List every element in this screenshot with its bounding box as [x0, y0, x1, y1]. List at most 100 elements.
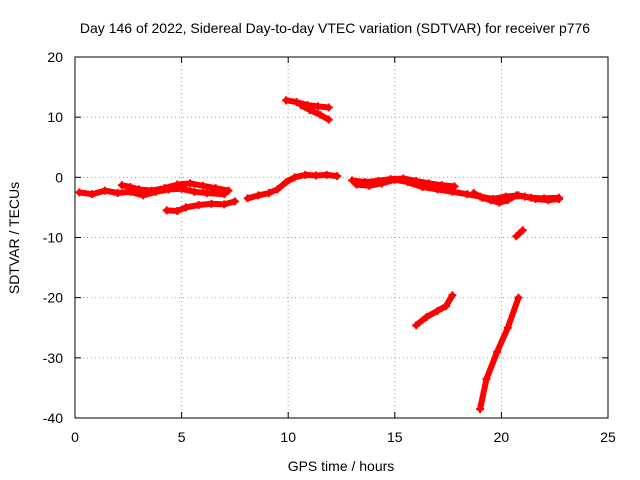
data-point	[316, 110, 325, 119]
data-point	[88, 190, 97, 199]
data-point	[448, 187, 457, 196]
data-point	[433, 185, 442, 194]
y-axis-title: SDTVAR / TECUs	[6, 182, 22, 294]
data-point	[220, 200, 229, 209]
data-point	[198, 181, 207, 190]
data-point	[181, 203, 190, 212]
data-point	[254, 191, 263, 200]
series-arc-4	[244, 171, 341, 202]
data-point	[305, 105, 314, 114]
data-point	[190, 187, 199, 196]
data-point	[352, 180, 361, 189]
data-point	[512, 232, 521, 241]
x-tick-label: 25	[600, 429, 616, 445]
data-point	[301, 170, 310, 179]
series-arc-10-points	[512, 226, 527, 241]
data-point	[450, 182, 459, 191]
series-arc-9-points	[469, 188, 563, 207]
data-point	[518, 226, 527, 235]
data-point	[378, 179, 387, 188]
data-point	[390, 175, 399, 184]
x-tick-label: 0	[71, 429, 79, 445]
data-point	[365, 181, 374, 190]
y-tick-label: 20	[47, 49, 63, 65]
x-tick-label: 15	[387, 429, 403, 445]
data-point	[134, 185, 143, 194]
data-point	[75, 188, 84, 197]
data-point	[311, 171, 320, 180]
data-point	[448, 291, 457, 300]
data-point	[211, 184, 220, 193]
x-tick-labels: 0 5 10 15 20 25	[71, 429, 616, 445]
data-point	[544, 196, 553, 205]
data-point	[403, 178, 412, 187]
data-point	[282, 96, 291, 105]
series-arc-12	[477, 294, 522, 412]
data-point	[463, 190, 472, 199]
data-point	[113, 188, 122, 197]
data-point	[224, 186, 233, 195]
series-arc-3-points	[162, 197, 239, 216]
data-point	[207, 199, 216, 208]
data-point	[230, 197, 239, 206]
data-series	[75, 96, 563, 413]
data-point	[322, 170, 331, 179]
y-tick-label: 10	[47, 109, 63, 125]
x-tick-label: 10	[280, 429, 296, 445]
data-point	[100, 186, 109, 195]
plot-frame	[74, 56, 609, 419]
data-point	[162, 206, 171, 215]
series-arc-12-points	[476, 293, 523, 413]
data-point	[296, 101, 305, 110]
grid	[75, 57, 608, 418]
x-tick-label: 20	[494, 429, 510, 445]
data-point	[520, 192, 529, 201]
data-point	[333, 172, 342, 181]
axis-ticks	[74, 56, 609, 419]
y-tick-label: -10	[43, 230, 63, 246]
data-point	[194, 201, 203, 210]
data-point	[314, 102, 323, 111]
x-axis-title: GPS time / hours	[288, 458, 395, 474]
data-point	[324, 115, 333, 124]
data-point	[418, 182, 427, 191]
data-point	[147, 186, 156, 195]
data-point	[412, 321, 421, 330]
y-tick-label: -20	[43, 290, 63, 306]
data-point	[554, 194, 563, 203]
y-tick-label: 0	[55, 169, 63, 185]
data-point	[503, 323, 512, 332]
data-point	[273, 185, 282, 194]
data-point	[243, 194, 252, 203]
data-point	[433, 306, 442, 315]
data-point	[478, 193, 487, 202]
y-tick-labels: -40 -30 -20 -10 0 10 20	[43, 49, 63, 426]
data-point	[282, 178, 291, 187]
data-point	[173, 207, 182, 216]
series-arc-5-points	[282, 96, 333, 112]
series-arc-2	[118, 180, 232, 194]
data-point	[482, 374, 491, 383]
series-arc-4-points	[243, 170, 342, 203]
data-point	[469, 188, 478, 197]
y-tick-label: -30	[43, 350, 63, 366]
data-point	[117, 181, 126, 190]
series-arc-6-points	[296, 101, 333, 124]
data-point	[173, 180, 182, 189]
series-arc-9	[470, 190, 562, 206]
data-point	[503, 196, 512, 205]
data-point	[493, 347, 502, 356]
x-tick-label: 5	[178, 429, 186, 445]
series-arc-6	[298, 102, 332, 123]
data-point	[160, 184, 169, 193]
data-point	[531, 194, 540, 203]
data-point	[126, 182, 135, 191]
data-point	[476, 404, 485, 413]
data-point	[348, 176, 357, 185]
series-arc-2-points	[117, 179, 233, 195]
data-point	[290, 173, 299, 182]
data-point	[512, 191, 521, 200]
y-tick-label: -40	[43, 410, 63, 426]
chart-title: Day 146 of 2022, Sidereal Day-to-day VTE…	[80, 20, 590, 36]
